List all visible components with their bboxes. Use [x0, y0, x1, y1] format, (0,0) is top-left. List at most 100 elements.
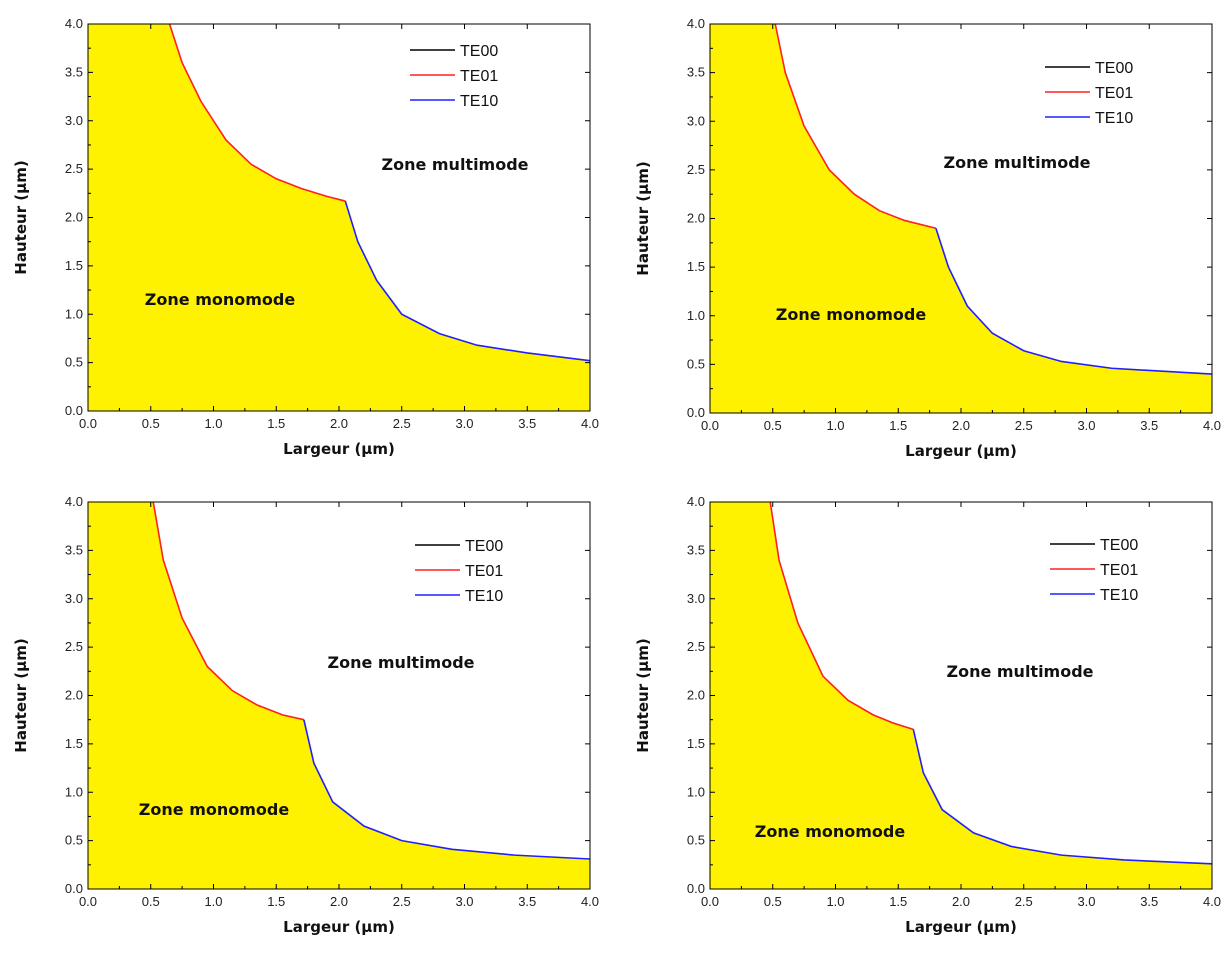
monomode-region — [88, 502, 590, 889]
x-axis-title: Largeur (µm) — [283, 440, 395, 458]
legend-label-te10: TE10 — [465, 588, 503, 605]
x-tick-label: 1.5 — [267, 894, 285, 909]
y-tick-label: 0.0 — [65, 403, 83, 418]
x-tick-label: 0.0 — [79, 416, 97, 431]
x-tick-label: 3.5 — [518, 894, 536, 909]
y-tick-label: 1.5 — [687, 259, 705, 274]
zone-monomode-label: Zone monomode — [755, 822, 906, 841]
te10-boundary-curve — [912, 729, 1213, 865]
y-tick-label: 0.0 — [687, 881, 705, 896]
legend: TE00 TE01 TE10 — [1050, 537, 1138, 604]
zone-multimode-label: Zone multimode — [946, 662, 1093, 681]
x-tick-label: 1.5 — [889, 418, 907, 433]
monomode-region — [88, 24, 590, 411]
legend-label-te01: TE01 — [465, 563, 503, 580]
y-tick-label: 3.5 — [65, 64, 83, 79]
x-tick-label: 1.0 — [826, 418, 844, 433]
x-tick-label: 3.5 — [1140, 894, 1158, 909]
y-tick-label: 2.0 — [687, 688, 705, 703]
x-axis-title: Largeur (µm) — [905, 918, 1017, 936]
x-tick-label: 3.5 — [1140, 418, 1158, 433]
legend-label-te00: TE00 — [460, 43, 498, 60]
zone-monomode-label: Zone monomode — [145, 290, 296, 309]
y-tick-label: 3.0 — [65, 113, 83, 128]
x-tick-label: 2.0 — [330, 416, 348, 431]
x-tick-label: 2.0 — [952, 894, 970, 909]
y-tick-label: 3.5 — [687, 542, 705, 557]
chart-panel-top-right: 0.0 0.5 1.0 1.5 2.0 2.5 3.0 3.5 4.0 0.0 0.5 1.0 1.5 2… — [634, 16, 1221, 460]
y-tick-label: 1.5 — [65, 258, 83, 273]
y-tick-label: 0.5 — [65, 833, 83, 848]
x-tick-label: 2.0 — [952, 418, 970, 433]
y-tick-label: 2.5 — [65, 639, 83, 654]
legend-label-te10: TE10 — [1100, 587, 1138, 604]
zone-monomode-label: Zone monomode — [776, 305, 927, 324]
y-tick-label: 2.0 — [65, 688, 83, 703]
x-tick-label: 0.0 — [79, 894, 97, 909]
x-tick-label: 3.0 — [1077, 418, 1095, 433]
zone-multimode-label: Zone multimode — [943, 153, 1090, 172]
x-tick-label: 0.5 — [142, 416, 160, 431]
legend: TE00 TE01 TE10 — [415, 538, 503, 605]
x-tick-label: 1.0 — [204, 894, 222, 909]
legend-label-te10: TE10 — [460, 93, 498, 110]
y-tick-label: 2.0 — [65, 210, 83, 225]
y-axis-title: Hauteur (µm) — [634, 161, 652, 275]
legend-label-te01: TE01 — [1095, 85, 1133, 102]
y-tick-label: 4.0 — [65, 16, 83, 31]
x-tick-label: 0.0 — [701, 894, 719, 909]
x-tick-label: 0.5 — [764, 418, 782, 433]
x-tick-label: 0.0 — [701, 418, 719, 433]
y-tick-label: 0.5 — [687, 356, 705, 371]
legend: TE00 TE01 TE10 — [1045, 60, 1133, 127]
y-tick-label: 2.5 — [65, 161, 83, 176]
x-axis-title: Largeur (µm) — [283, 918, 395, 936]
y-tick-label: 3.0 — [687, 591, 705, 606]
y-axis-title: Hauteur (µm) — [12, 638, 30, 752]
x-tick-label: 2.5 — [393, 416, 411, 431]
legend-label-te00: TE00 — [1095, 60, 1133, 77]
x-tick-label: 2.5 — [393, 894, 411, 909]
x-tick-label: 2.5 — [1015, 894, 1033, 909]
y-tick-label: 0.5 — [687, 833, 705, 848]
y-tick-label: 2.5 — [687, 162, 705, 177]
x-tick-label: 2.0 — [330, 894, 348, 909]
y-tick-label: 0.0 — [687, 405, 705, 420]
te01-boundary-curve — [152, 501, 305, 721]
y-tick-label: 0.5 — [65, 355, 83, 370]
te01-boundary-curve — [774, 23, 937, 230]
y-tick-label: 4.0 — [687, 494, 705, 509]
zone-multimode-label: Zone multimode — [381, 155, 528, 174]
x-tick-label: 4.0 — [581, 416, 599, 431]
legend-label-te01: TE01 — [1100, 562, 1138, 579]
y-tick-label: 4.0 — [687, 16, 705, 31]
chart-panel-bottom-left: 0.0 0.5 1.0 1.5 2.0 2.5 3.0 3.5 4.0 0.0 0.5 1.0 1.5 2… — [12, 494, 599, 936]
chart-panel-top-left: 0.0 0.5 1.0 1.5 2.0 2.5 3.0 3.5 4.0 0.0 0.5 1.0 1.5 2… — [12, 16, 599, 458]
y-tick-label: 3.5 — [65, 542, 83, 557]
chart-panel-bottom-right: 0.0 0.5 1.0 1.5 2.0 2.5 3.0 3.5 4.0 0.0 0.5 1.0 1.5 2… — [634, 494, 1221, 936]
x-tick-label: 2.5 — [1015, 418, 1033, 433]
x-tick-label: 1.0 — [826, 894, 844, 909]
y-axis-title: Hauteur (µm) — [12, 160, 30, 274]
y-tick-label: 1.0 — [65, 784, 83, 799]
legend-label-te00: TE00 — [1100, 537, 1138, 554]
y-tick-label: 1.0 — [65, 306, 83, 321]
y-tick-label: 4.0 — [65, 494, 83, 509]
legend-label-te10: TE10 — [1095, 110, 1133, 127]
y-tick-label: 1.0 — [687, 784, 705, 799]
x-tick-label: 0.5 — [764, 894, 782, 909]
y-axis-title: Hauteur (µm) — [634, 638, 652, 752]
te10-boundary-curve — [935, 227, 1213, 375]
x-tick-label: 1.5 — [267, 416, 285, 431]
y-tick-label: 2.0 — [687, 211, 705, 226]
x-tick-label: 3.0 — [455, 416, 473, 431]
legend: TE00 TE01 TE10 — [410, 43, 498, 110]
x-tick-label: 0.5 — [142, 894, 160, 909]
y-tick-label: 1.0 — [687, 308, 705, 323]
x-tick-label: 4.0 — [1203, 894, 1221, 909]
y-tick-label: 3.5 — [687, 65, 705, 80]
monomode-region — [710, 24, 1212, 413]
te10-boundary-curve — [344, 200, 591, 362]
x-tick-label: 4.0 — [1203, 418, 1221, 433]
